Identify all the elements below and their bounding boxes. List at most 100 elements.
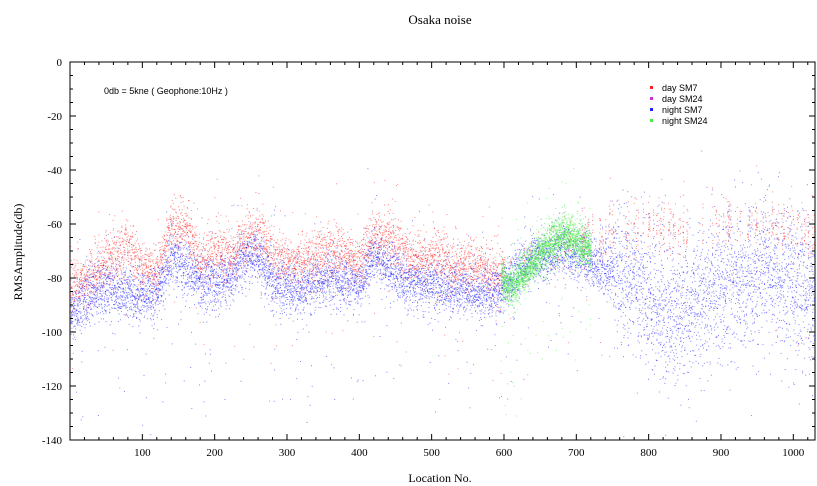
point-day-sm7 xyxy=(805,229,807,231)
point-day-sm7 xyxy=(297,254,299,256)
point-day-sm7 xyxy=(331,246,332,248)
point-day-sm7 xyxy=(332,266,333,268)
point-day-sm7 xyxy=(380,227,382,229)
point-day-sm7 xyxy=(664,207,666,209)
point-day-sm7 xyxy=(755,235,757,237)
point-day-sm7 xyxy=(260,230,262,232)
point-day-sm7 xyxy=(727,225,729,227)
point-day-sm7 xyxy=(261,214,263,216)
point-day-sm7 xyxy=(416,256,417,258)
point-day-sm7 xyxy=(97,296,99,298)
point-day-sm7 xyxy=(259,215,261,217)
point-day-sm7 xyxy=(368,303,370,305)
point-day-sm7 xyxy=(226,257,228,259)
point-day-sm7 xyxy=(467,278,468,280)
point-day-sm7 xyxy=(428,264,429,266)
point-day-sm7 xyxy=(91,259,93,261)
point-day-sm7 xyxy=(418,257,420,259)
point-day-sm7 xyxy=(413,268,415,270)
point-day-sm7 xyxy=(70,262,72,264)
point-day-sm7 xyxy=(300,256,302,258)
point-day-sm7 xyxy=(554,274,556,276)
point-day-sm7 xyxy=(388,234,390,236)
point-day-sm7 xyxy=(230,261,232,262)
point-day-sm7 xyxy=(357,256,359,258)
point-day-sm7 xyxy=(768,231,770,233)
point-day-sm7 xyxy=(736,223,738,225)
point-day-sm7 xyxy=(418,234,420,236)
point-day-sm7 xyxy=(149,261,151,263)
point-day-sm7 xyxy=(369,258,371,260)
point-day-sm7 xyxy=(473,240,474,242)
point-day-sm7 xyxy=(123,262,125,264)
point-day-sm7 xyxy=(306,241,307,243)
point-day-sm7 xyxy=(388,228,390,230)
point-day-sm7 xyxy=(320,230,322,232)
point-day-sm7 xyxy=(293,251,295,253)
point-day-sm7 xyxy=(609,240,611,242)
point-day-sm7 xyxy=(332,244,334,246)
point-day-sm7 xyxy=(134,248,136,250)
point-day-sm7 xyxy=(139,266,141,268)
point-day-sm7 xyxy=(292,212,294,213)
point-day-sm7 xyxy=(162,267,164,269)
point-day-sm7 xyxy=(211,250,213,252)
point-day-sm7 xyxy=(429,244,431,246)
point-day-sm7 xyxy=(205,245,207,247)
point-day-sm7 xyxy=(637,227,639,229)
point-day-sm7 xyxy=(584,267,585,269)
point-day-sm7 xyxy=(287,262,289,264)
point-night-sm7 xyxy=(74,336,76,338)
point-day-sm7 xyxy=(647,213,649,215)
point-day-sm7 xyxy=(99,277,101,279)
point-day-sm7 xyxy=(712,240,714,241)
point-day-sm7 xyxy=(236,256,238,257)
point-day-sm7 xyxy=(320,247,322,249)
point-day-sm7 xyxy=(796,217,798,218)
point-day-sm7 xyxy=(110,281,112,283)
point-day-sm7 xyxy=(72,293,74,295)
point-day-sm7 xyxy=(222,258,224,260)
point-day-sm7 xyxy=(356,283,357,284)
point-day-sm7 xyxy=(428,204,430,206)
point-day-sm7 xyxy=(430,262,432,264)
point-day-sm7 xyxy=(228,231,230,233)
point-day-sm7 xyxy=(723,240,725,242)
point-day-sm7 xyxy=(227,253,229,255)
point-day-sm7 xyxy=(258,175,260,177)
point-day-sm7 xyxy=(230,262,232,264)
point-day-sm7 xyxy=(80,280,81,282)
point-day-sm7 xyxy=(70,266,72,268)
point-day-sm7 xyxy=(192,234,194,236)
point-day-sm7 xyxy=(405,244,407,246)
point-day-sm7 xyxy=(712,246,714,248)
point-day-sm7 xyxy=(683,205,685,207)
point-day-sm7 xyxy=(345,246,347,248)
point-day-sm7 xyxy=(498,281,500,283)
point-day-sm7 xyxy=(440,239,442,241)
point-day-sm7 xyxy=(101,262,103,264)
point-night-sm7 xyxy=(72,321,74,322)
point-day-sm7 xyxy=(259,229,261,231)
point-day-sm7 xyxy=(270,236,272,238)
point-day-sm7 xyxy=(370,242,372,244)
point-day-sm7 xyxy=(350,239,352,240)
point-day-sm7 xyxy=(486,261,488,263)
point-day-sm7 xyxy=(647,202,649,204)
point-day-sm7 xyxy=(388,223,390,225)
point-day-sm7 xyxy=(186,206,188,208)
point-day-sm7 xyxy=(224,238,226,240)
point-day-sm7 xyxy=(736,240,738,242)
point-day-sm7 xyxy=(167,235,169,236)
point-day-sm7 xyxy=(247,236,249,238)
point-day-sm7 xyxy=(481,256,483,258)
point-day-sm7 xyxy=(348,261,350,263)
point-day-sm7 xyxy=(716,211,718,213)
point-day-sm7 xyxy=(224,237,225,238)
point-day-sm7 xyxy=(437,266,439,268)
point-day-sm7 xyxy=(201,260,203,262)
point-day-sm7 xyxy=(491,282,493,284)
point-day-sm7 xyxy=(323,259,325,261)
point-day-sm7 xyxy=(286,267,288,269)
point-day-sm7 xyxy=(174,225,176,227)
